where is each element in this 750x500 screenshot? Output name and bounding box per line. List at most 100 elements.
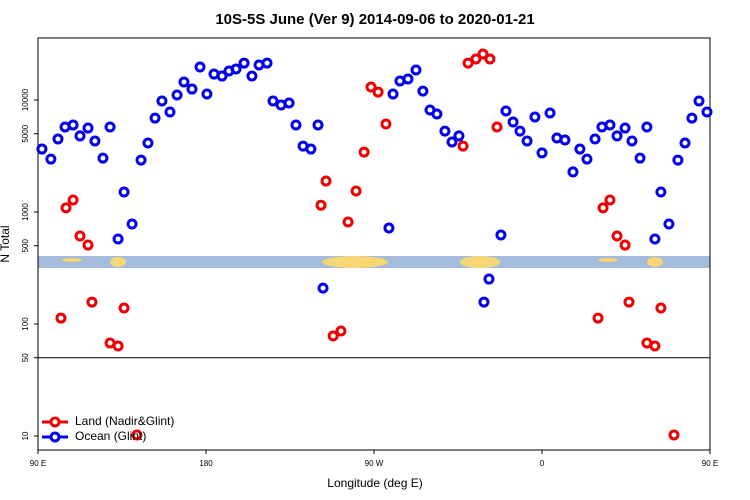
scatter-point [135, 154, 147, 166]
scatter-point [315, 199, 327, 211]
x-axis-label: Longitude (deg E) [327, 476, 422, 490]
scatter-point [655, 186, 667, 198]
scatter-point [60, 202, 72, 214]
scatter-point [597, 202, 609, 214]
scatter-point [283, 97, 295, 109]
scatter-point [626, 135, 638, 147]
scatter-point [641, 121, 653, 133]
x-tick-label: 90 E [30, 459, 46, 468]
scatter-point [194, 61, 206, 73]
scatter-point [118, 186, 130, 198]
y-tick-label: 500 [21, 239, 30, 253]
land-blob [322, 256, 388, 268]
scatter-point [45, 153, 57, 165]
land-blob [647, 257, 663, 267]
scatter-point [604, 194, 616, 206]
scatter-point [483, 273, 495, 285]
scatter-point [668, 429, 680, 441]
scatter-point [453, 130, 465, 142]
land-blob [598, 258, 618, 262]
scatter-point [462, 57, 474, 69]
scatter-point [581, 153, 593, 165]
scatter-point [131, 429, 143, 441]
scatter-point [335, 325, 347, 337]
x-tick-label: 90 E [702, 459, 718, 468]
scatter-point [567, 166, 579, 178]
scatter-point [478, 296, 490, 308]
scatter-point [663, 218, 675, 230]
scatter-point [457, 140, 469, 152]
scatter-point [142, 137, 154, 149]
scatter-point [477, 48, 489, 60]
x-tick-label: 90 W [365, 459, 384, 468]
scatter-point [655, 302, 667, 314]
scatter-point [672, 154, 684, 166]
scatter-point [74, 230, 86, 242]
legend-label: Ocean (Glint) [75, 429, 146, 443]
scatter-point [112, 340, 124, 352]
scatter-point [439, 125, 451, 137]
scatter-point [52, 133, 64, 145]
scatter-point [178, 76, 190, 88]
scatter-point [312, 119, 324, 131]
y-tick-label: 5000 [21, 124, 30, 142]
scatter-point [350, 185, 362, 197]
scatter-point [156, 95, 168, 107]
scatter-point [216, 70, 228, 82]
scatter-point [118, 302, 130, 314]
scatter-point [230, 63, 242, 75]
scatter-point [623, 296, 635, 308]
scatter-point [261, 57, 273, 69]
scatter-point [693, 95, 705, 107]
y-tick-label: 50 [21, 353, 30, 362]
scatter-point [470, 53, 482, 65]
scatter-point [592, 312, 604, 324]
scatter-point [446, 136, 458, 148]
scatter-point [387, 88, 399, 100]
scatter-point [410, 64, 422, 76]
legend-marker [49, 416, 61, 428]
scatter-point [514, 125, 526, 137]
scatter-point [649, 340, 661, 352]
chart-title: 10S-5S June (Ver 9) 2014-09-06 to 2020-0… [215, 11, 534, 28]
scatter-point [383, 222, 395, 234]
legend-marker [49, 431, 61, 443]
y-tick-label: 10000 [21, 88, 30, 111]
scatter-point [104, 121, 116, 133]
scatter-point [74, 130, 86, 142]
scatter-point [611, 130, 623, 142]
scatter-point [186, 83, 198, 95]
scatter-point [701, 106, 713, 118]
scatter-point [529, 111, 541, 123]
scatter-point [149, 112, 161, 124]
scatter-point [491, 121, 503, 133]
scatter-point [544, 107, 556, 119]
scatter-point [431, 108, 443, 120]
legend-label: Land (Nadir&Glint) [75, 414, 174, 428]
scatter-point [604, 119, 616, 131]
scatter-point [417, 85, 429, 97]
scatter-point [559, 134, 571, 146]
scatter-point [305, 143, 317, 155]
scatter-point [317, 282, 329, 294]
scatter-point [484, 53, 496, 65]
scatter-point [611, 230, 623, 242]
scatter-point [507, 116, 519, 128]
scatter-point [201, 88, 213, 100]
scatter-point [679, 137, 691, 149]
scatter-point [126, 218, 138, 230]
scatter-point [358, 146, 370, 158]
scatter-point [574, 143, 586, 155]
scatter-point [246, 70, 258, 82]
scatter-point [86, 296, 98, 308]
scatter-point [500, 105, 512, 117]
scatter-point [536, 147, 548, 159]
scatter-point [365, 81, 377, 93]
scatter-point [290, 119, 302, 131]
scatter-point [320, 175, 332, 187]
scatter-point [619, 122, 631, 134]
scatter-point [238, 57, 250, 69]
y-axis-label: N Total [0, 225, 12, 262]
scatter-point [495, 229, 507, 241]
